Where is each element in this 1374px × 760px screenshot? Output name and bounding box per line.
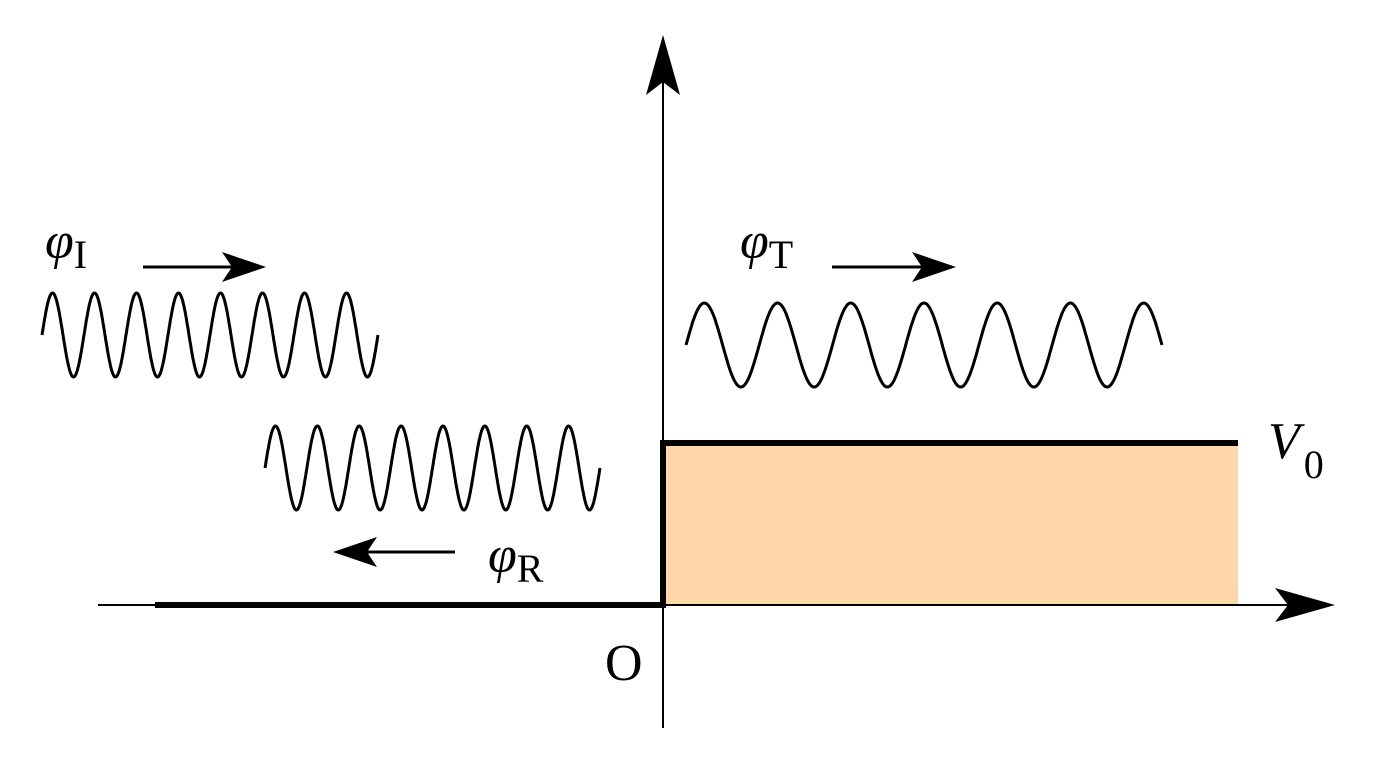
potential-line [155,440,1238,608]
y-axis-arrow-icon [646,35,680,95]
reflected-wave [263,424,602,512]
incident-wave [40,291,380,379]
transmitted-wave [684,301,1164,389]
origin-label: O [605,635,643,692]
barrier-region [665,443,1238,605]
x-axis-arrow-icon [1275,588,1335,622]
transmitted-label: φT [740,213,793,277]
transmitted-arrow-icon [832,252,956,282]
incident-label: φI [45,213,87,277]
incident-arrow-icon [143,252,266,282]
reflected-arrow-icon [333,537,455,567]
reflected-label: φR [488,527,544,591]
